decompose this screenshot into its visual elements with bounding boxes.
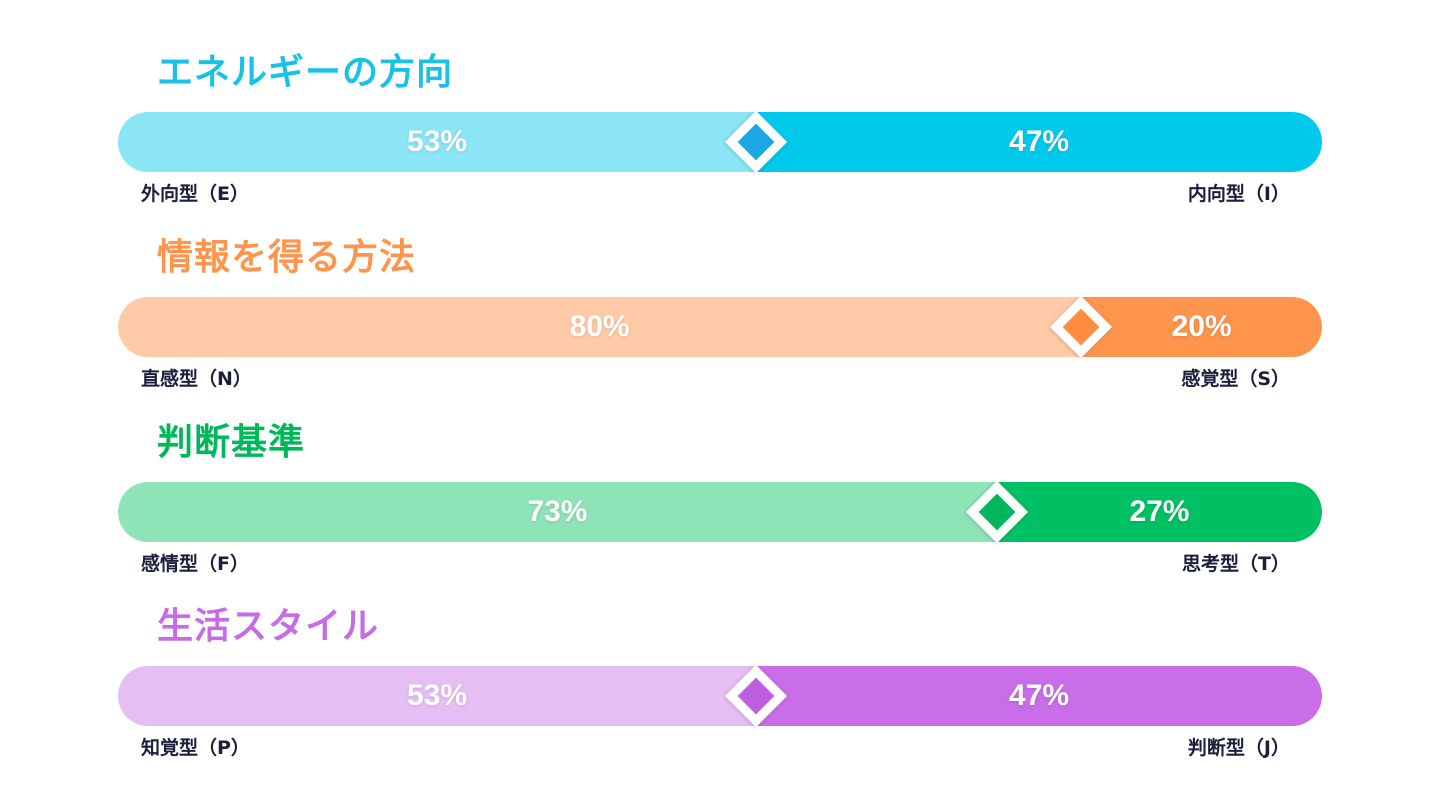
dimension-bar: 73% 27% xyxy=(118,482,1322,542)
pole-label-right: 感覚型（S） xyxy=(1181,368,1290,390)
bar-segment-right: 47% xyxy=(756,666,1322,726)
diamond-marker-icon xyxy=(724,664,788,728)
pole-label-right: 思考型（T） xyxy=(1182,553,1290,575)
pole-label-left: 外向型（E） xyxy=(141,183,249,205)
diamond-marker-icon xyxy=(965,480,1029,544)
pole-label-right: 内向型（I） xyxy=(1187,183,1290,205)
dimension-section: 生活スタイル 53% 47% 知覚型（P） 判断型（J） xyxy=(0,605,1440,790)
bar-segment-right: 27% xyxy=(996,482,1322,542)
percent-label-right: 20% xyxy=(1171,310,1232,343)
percent-label-left: 53% xyxy=(407,125,468,158)
dimension-bar: 80% 20% xyxy=(118,297,1322,357)
pole-label-left: 知覚型（P） xyxy=(141,737,250,759)
percent-label-right: 47% xyxy=(1009,125,1070,158)
bar-segment-left: 80% xyxy=(118,297,1082,357)
percent-label-right: 47% xyxy=(1009,679,1070,712)
dimension-title: 生活スタイル xyxy=(157,606,380,647)
bar-segment-right: 20% xyxy=(1081,297,1322,357)
dimension-section: 判断基準 73% 27% 感情型（F） 思考型（T） xyxy=(0,421,1440,606)
dimension-section: エネルギーの方向 53% 47% 外向型（E） 内向型（I） xyxy=(0,51,1440,236)
dimension-title: 情報を得る方法 xyxy=(157,237,417,278)
dimension-title: 判断基準 xyxy=(157,422,306,463)
bar-segment-left: 73% xyxy=(118,482,997,542)
percent-label-right: 27% xyxy=(1129,495,1190,528)
bar-segment-left: 53% xyxy=(118,112,757,172)
diamond-marker-icon xyxy=(724,110,788,174)
dimension-bar: 53% 47% xyxy=(118,666,1322,726)
percent-label-left: 73% xyxy=(527,495,588,528)
dimension-title: エネルギーの方向 xyxy=(157,52,454,93)
pole-label-right: 判断型（J） xyxy=(1187,737,1290,759)
bar-segment-left: 53% xyxy=(118,666,757,726)
dimension-section: 情報を得る方法 80% 20% 直感型（N） 感覚型（S） xyxy=(0,236,1440,421)
percent-label-left: 80% xyxy=(569,310,630,343)
pole-label-left: 直感型（N） xyxy=(141,368,252,390)
percent-label-left: 53% xyxy=(407,679,468,712)
pole-label-left: 感情型（F） xyxy=(141,553,249,575)
diamond-marker-icon xyxy=(1050,295,1113,359)
dimension-bar: 53% 47% xyxy=(118,112,1322,172)
bar-segment-right: 47% xyxy=(756,112,1322,172)
